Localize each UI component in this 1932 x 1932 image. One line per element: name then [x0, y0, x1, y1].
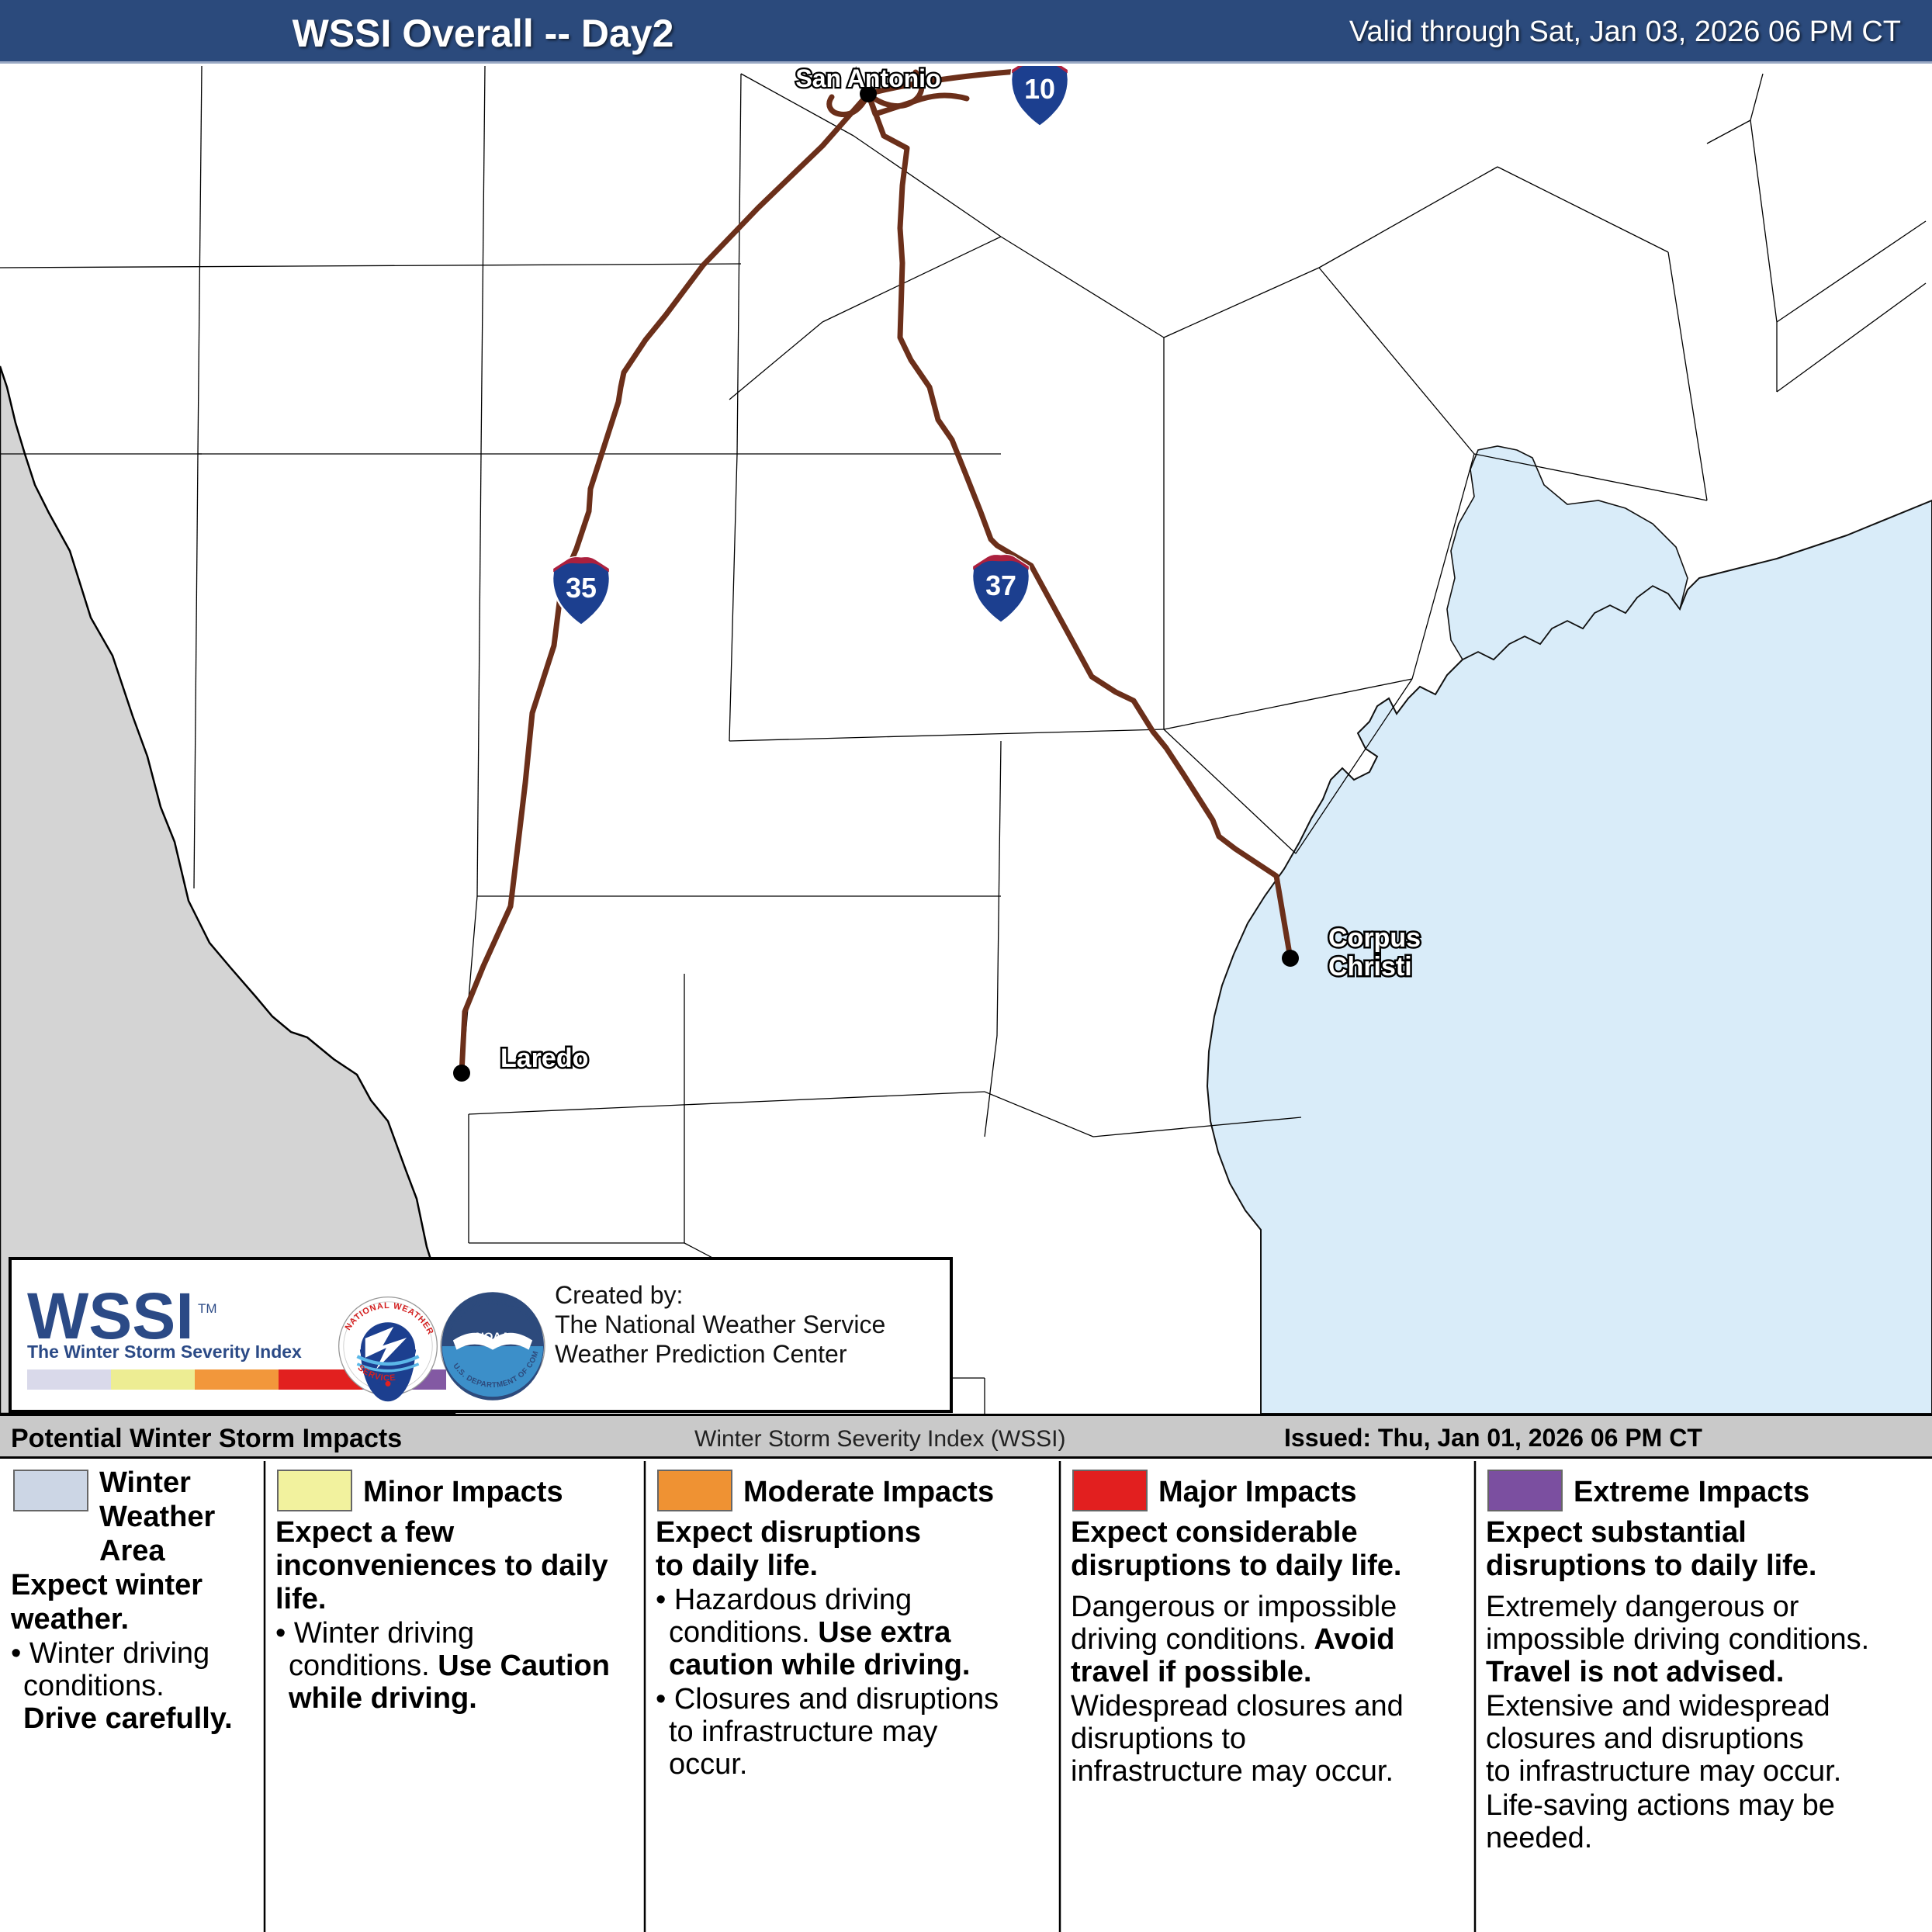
svg-text:Created by:: Created by:: [555, 1281, 683, 1309]
svg-text:disruptions to daily life.: disruptions to daily life.: [1486, 1549, 1816, 1582]
svg-text:• Hazardous driving: • Hazardous driving: [656, 1584, 912, 1616]
svg-text:to daily life.: to daily life.: [656, 1549, 818, 1582]
svg-text:San Antonio: San Antonio: [795, 66, 940, 92]
svg-text:Expect considerable: Expect considerable: [1071, 1516, 1358, 1549]
svg-text:Travel is not advised.: Travel is not advised.: [1486, 1656, 1784, 1688]
svg-text:Drive carefully.: Drive carefully.: [23, 1702, 233, 1735]
svg-text:• Winter driving: • Winter driving: [275, 1617, 474, 1650]
svg-text:NOAA: NOAA: [476, 1331, 510, 1344]
svg-text:Weather Prediction Center: Weather Prediction Center: [555, 1340, 847, 1368]
svg-text:travel if possible.: travel if possible.: [1071, 1656, 1311, 1688]
svg-text:impossible driving conditions.: impossible driving conditions.: [1486, 1623, 1869, 1656]
svg-text:life.: life.: [275, 1583, 326, 1615]
svg-text:Laredo: Laredo: [500, 1044, 588, 1073]
svg-text:to infrastructure may: to infrastructure may: [669, 1716, 937, 1748]
svg-text:conditions.: conditions.: [23, 1670, 164, 1702]
svg-text:37: 37: [985, 570, 1016, 601]
svg-text:infrastructure may occur.: infrastructure may occur.: [1071, 1755, 1394, 1788]
svg-text:caution while driving.: caution while driving.: [669, 1649, 970, 1681]
svg-text:disruptions to: disruptions to: [1071, 1723, 1246, 1755]
svg-text:while driving.: while driving.: [288, 1682, 477, 1715]
svg-text:TM: TM: [198, 1301, 217, 1316]
svg-text:conditions. Use extra: conditions. Use extra: [669, 1616, 951, 1649]
svg-text:Expect a few: Expect a few: [275, 1516, 455, 1549]
svg-text:Area: Area: [99, 1535, 165, 1567]
svg-text:Extremely dangerous or: Extremely dangerous or: [1486, 1591, 1799, 1623]
svg-text:Major Impacts: Major Impacts: [1158, 1476, 1357, 1508]
svg-text:conditions. Use Caution: conditions. Use Caution: [289, 1650, 610, 1682]
svg-text:The National Weather Service: The National Weather Service: [555, 1311, 885, 1338]
svg-text:to infrastructure may occur.: to infrastructure may occur.: [1486, 1755, 1841, 1788]
svg-text:Christi: Christi: [1328, 952, 1412, 982]
svg-text:Expect winter: Expect winter: [11, 1569, 203, 1601]
svg-text:needed.: needed.: [1486, 1822, 1592, 1854]
svg-text:Moderate Impacts: Moderate Impacts: [743, 1476, 994, 1508]
svg-text:weather.: weather.: [10, 1603, 129, 1636]
svg-text:Dangerous or impossible: Dangerous or impossible: [1071, 1591, 1397, 1623]
svg-text:10: 10: [1024, 74, 1055, 105]
svg-text:Weather: Weather: [99, 1501, 215, 1533]
svg-text:Expect substantial: Expect substantial: [1486, 1516, 1747, 1549]
svg-text:driving conditions. Avoid: driving conditions. Avoid: [1071, 1623, 1394, 1656]
svg-text:closures and disruptions: closures and disruptions: [1486, 1723, 1804, 1755]
svg-text:Minor Impacts: Minor Impacts: [363, 1476, 563, 1508]
svg-text:35: 35: [566, 573, 597, 604]
svg-text:Widespread closures and: Widespread closures and: [1071, 1690, 1404, 1723]
svg-text:• Closures and disruptions: • Closures and disruptions: [656, 1683, 999, 1716]
svg-text:The Winter Storm Severity Inde: The Winter Storm Severity Index: [27, 1342, 302, 1362]
svg-text:Corpus: Corpus: [1328, 923, 1421, 953]
svg-text:Extensive and widespread: Extensive and widespread: [1486, 1690, 1830, 1723]
svg-text:Extreme Impacts: Extreme Impacts: [1574, 1476, 1809, 1508]
svg-text:Life-saving actions may be: Life-saving actions may be: [1486, 1789, 1835, 1822]
svg-text:• Winter driving: • Winter driving: [11, 1637, 209, 1670]
svg-text:occur.: occur.: [669, 1748, 747, 1781]
svg-text:Winter: Winter: [99, 1466, 191, 1499]
svg-text:inconveniences to daily: inconveniences to daily: [275, 1549, 608, 1582]
svg-text:Expect disruptions: Expect disruptions: [656, 1516, 921, 1549]
svg-text:disruptions to daily life.: disruptions to daily life.: [1071, 1549, 1401, 1582]
